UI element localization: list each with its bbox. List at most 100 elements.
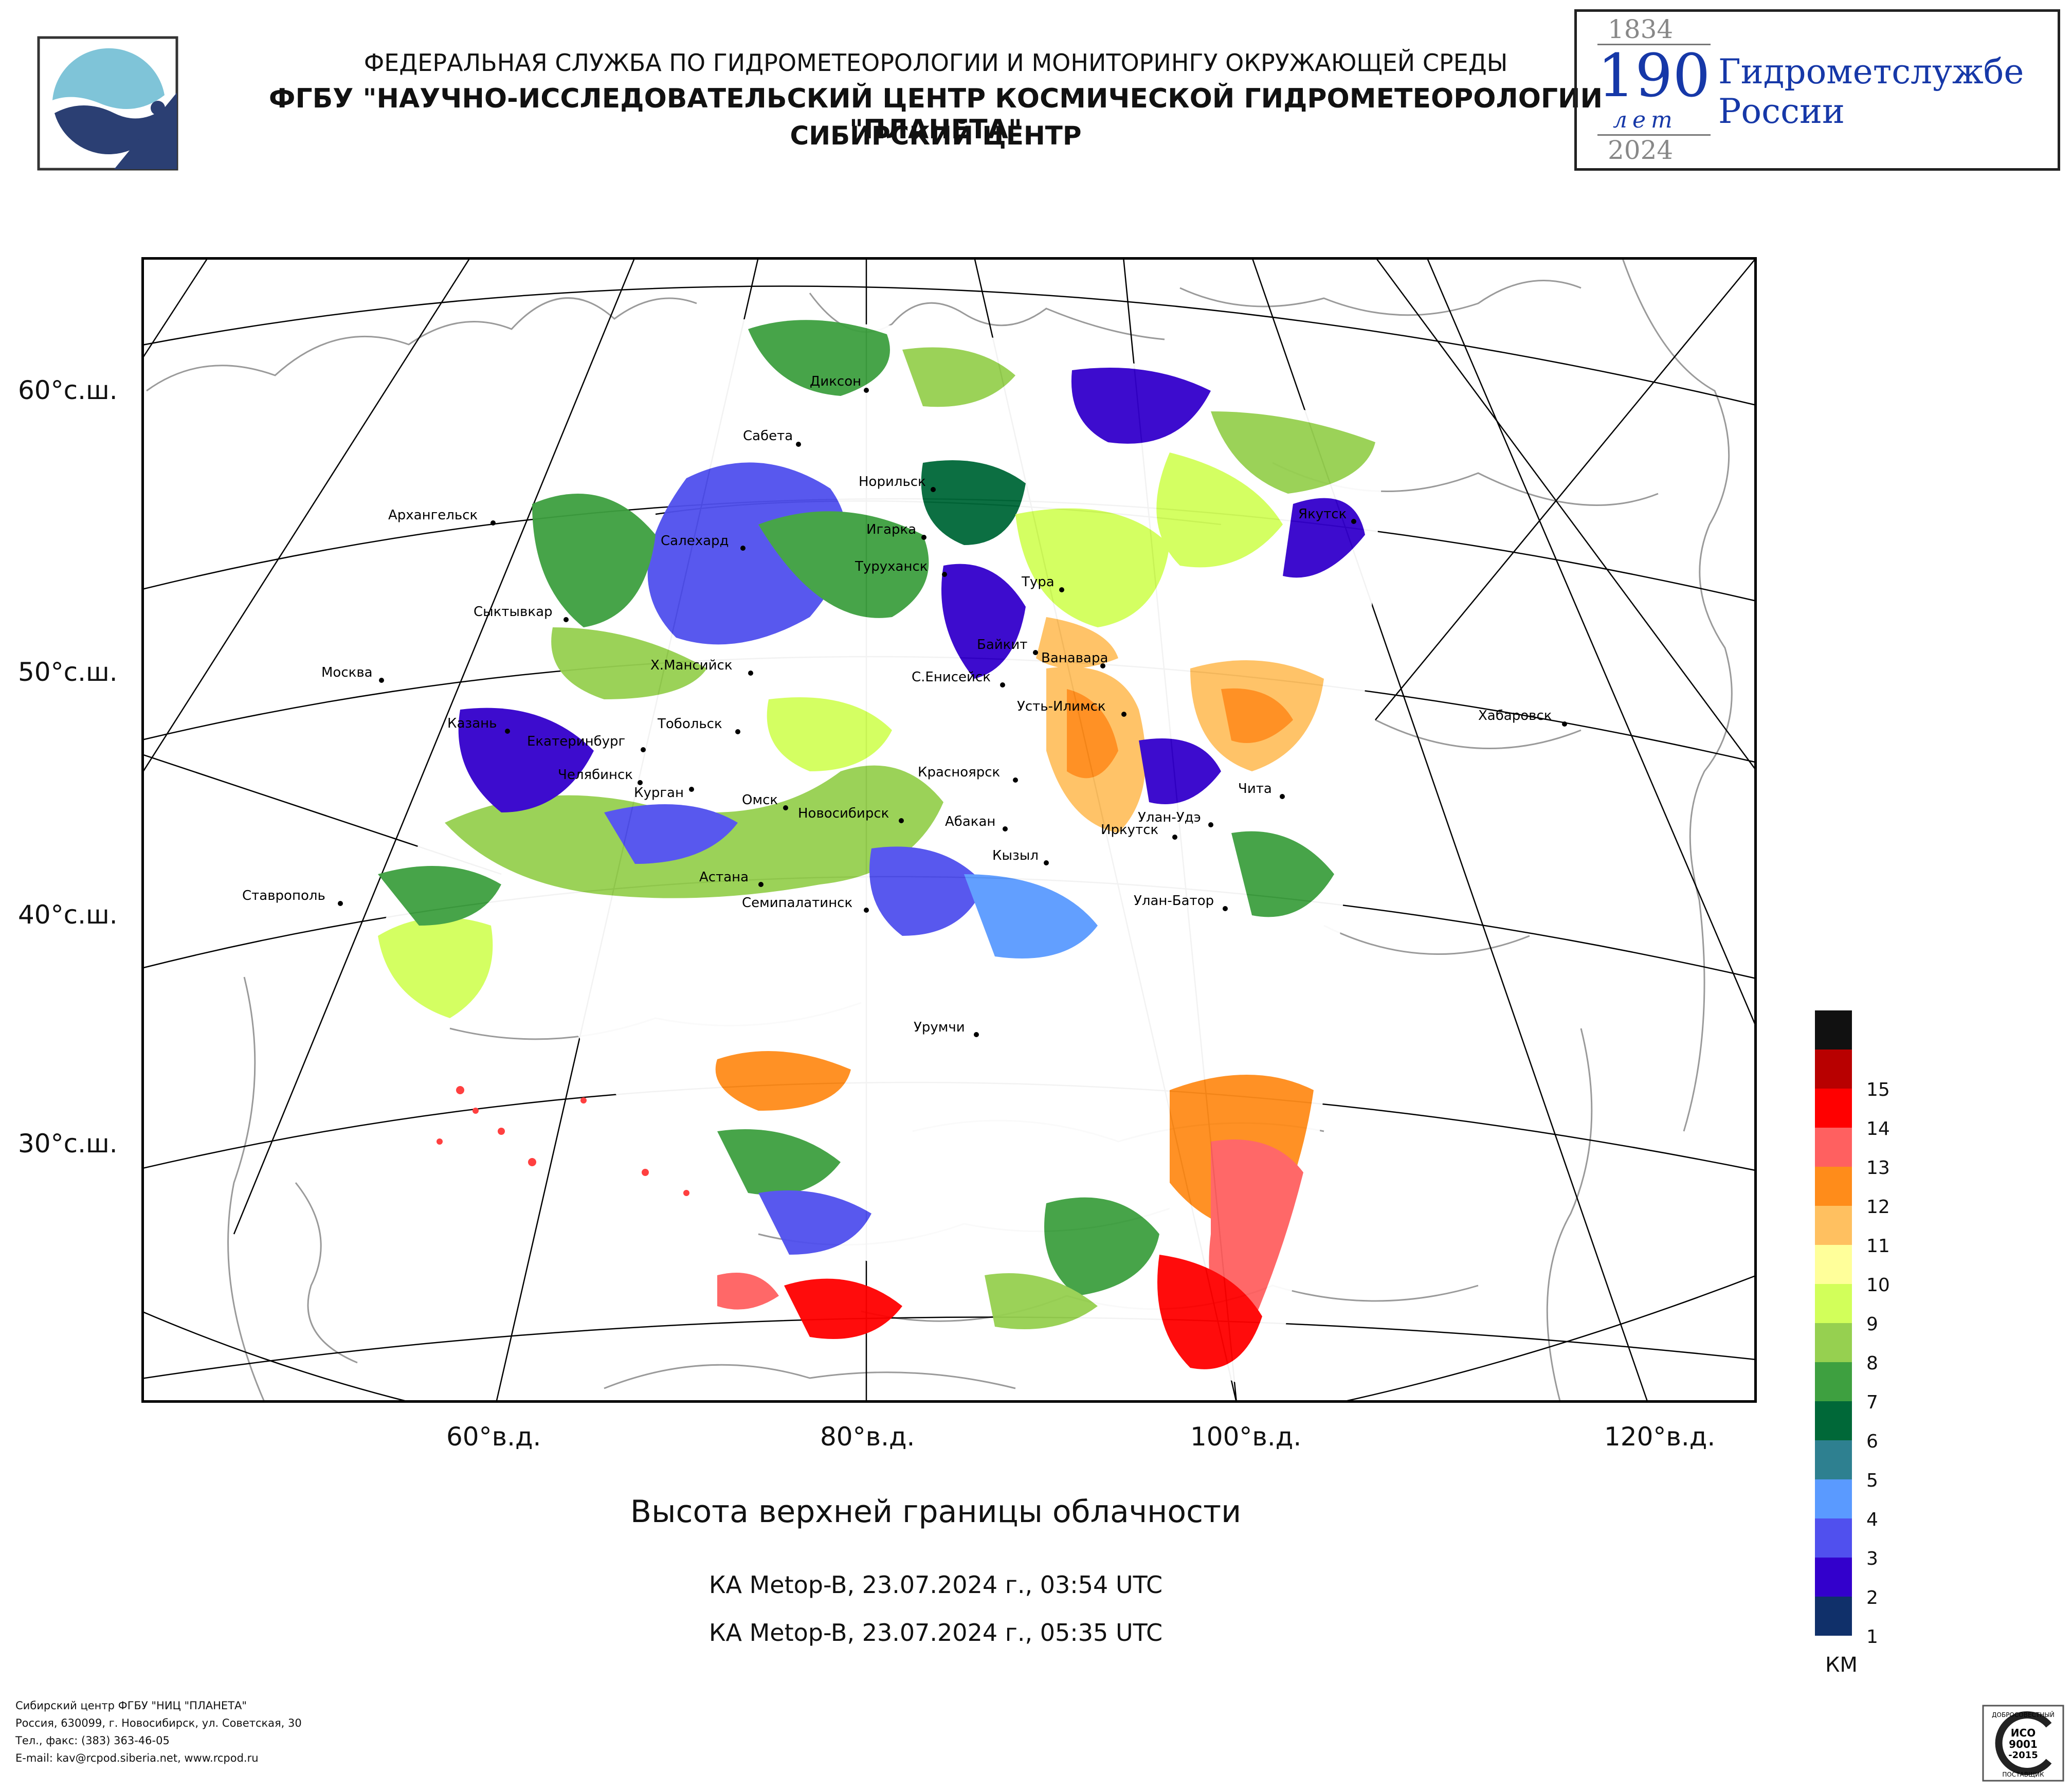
anniversary-year-start: 1834 xyxy=(1608,14,1674,44)
planeta-logo xyxy=(37,36,178,171)
city-label: Омск xyxy=(742,792,778,808)
cert-l1: ИСО xyxy=(2011,1727,2035,1739)
legend-label: 4 xyxy=(1866,1509,1878,1530)
cert-bottom: ПОСТАВЩИК xyxy=(2002,1771,2044,1778)
city-label: Сабета xyxy=(743,428,793,444)
lon-label-60: 60°в.д. xyxy=(446,1422,541,1452)
city-label: Казань xyxy=(447,716,497,731)
legend-label: 8 xyxy=(1866,1353,1878,1374)
lon-label-100: 100°в.д. xyxy=(1190,1422,1302,1452)
cloud-swath xyxy=(378,319,1386,1399)
header-agency: ФЕДЕРАЛЬНАЯ СЛУЖБА ПО ГИДРОМЕТЕОРОЛОГИИ … xyxy=(363,49,1508,77)
city-tura: Тура xyxy=(1021,574,1064,592)
legend-swatch xyxy=(1815,1440,1852,1479)
city-label: Игарка xyxy=(866,522,916,537)
city-label: Ванавара xyxy=(1041,650,1108,666)
city-khmansiysk: Х.Мансийск xyxy=(650,658,753,676)
city-yakutsk: Якутск xyxy=(1298,506,1356,524)
legend-label: 5 xyxy=(1866,1470,1878,1491)
city-label: Курган xyxy=(634,785,684,801)
city-ulan-ude: Улан-Удэ xyxy=(1138,810,1213,827)
city-khabarovsk: Хабаровск xyxy=(1478,708,1567,727)
city-irkutsk: Иркутск xyxy=(1101,822,1177,840)
city-kyzyl: Кызыл xyxy=(992,848,1049,865)
city-s-eniseysk: С.Енисейск xyxy=(912,670,1005,688)
legend-label: 11 xyxy=(1866,1236,1890,1257)
city-kurgan: Курган xyxy=(634,785,694,801)
city-label: Сыктывкар xyxy=(474,604,553,620)
city-label: Норильск xyxy=(859,474,926,490)
city-label: Кызыл xyxy=(992,848,1039,863)
iso-certificate-logo: ДОБРОСОВЕСТНЫЙ ИСО 9001 -2015 ПОСТАВЩИК xyxy=(1982,1705,2064,1782)
legend-swatch xyxy=(1815,1401,1852,1440)
legend-label: 10 xyxy=(1866,1275,1890,1296)
footer-email: E-mail: kav@rcpod.siberia.net, www.rcpod… xyxy=(15,1752,259,1764)
city-label: Улан-Батор xyxy=(1134,893,1214,909)
city-baikit: Байкит xyxy=(977,637,1038,655)
city-label: Семипалатинск xyxy=(742,895,852,911)
legend-swatch xyxy=(1815,1362,1852,1401)
city-label: Архангельск xyxy=(388,508,478,523)
city-salekhard: Салехард xyxy=(661,533,746,551)
city-stavropol: Ставрополь xyxy=(242,888,343,906)
city-label: Екатеринбург xyxy=(527,734,625,749)
anniversary-logo: 1834 190 лет 2024 Гидрометслужбе России xyxy=(1574,9,2060,171)
city-astana: Астана xyxy=(699,870,764,887)
city-label: Туруханск xyxy=(855,559,928,574)
city-label: Урумчи xyxy=(914,1020,965,1035)
city-vanavara: Ванавара xyxy=(1041,650,1108,668)
west-scatter xyxy=(437,1086,689,1196)
city-label: Байкит xyxy=(977,637,1027,653)
city-dikson: Диксон xyxy=(810,374,869,393)
anniversary-unit: лет xyxy=(1613,107,1678,133)
city-label: Красноярск xyxy=(918,765,1000,780)
city-arkhangelsk: Архангельск xyxy=(388,508,496,526)
map-frame xyxy=(141,257,1757,1403)
legend-swatch xyxy=(1815,1206,1852,1245)
footer-contacts: Сибирский центр ФГБУ "НИЦ "ПЛАНЕТА" Росс… xyxy=(15,1697,302,1767)
legend-swatch xyxy=(1815,1089,1852,1128)
city-ulan-bator: Улан-Батор xyxy=(1134,893,1228,911)
legend-label: 14 xyxy=(1866,1118,1890,1139)
cert-top: ДОБРОСОВЕСТНЫЙ xyxy=(1992,1711,2055,1718)
lon-label-80: 80°в.д. xyxy=(820,1422,915,1452)
header-institute: ФГБУ "НАУЧНО-ИССЛЕДОВАТЕЛЬСКИЙ ЦЕНТР КОС… xyxy=(268,83,1603,145)
legend-swatch xyxy=(1815,1284,1852,1323)
city-ust-ilimsk: Усть-Илимск xyxy=(1017,699,1126,717)
legend-swatch xyxy=(1815,1323,1852,1362)
lat-label-30: 30°с.ш. xyxy=(18,1129,118,1159)
lat-label-40: 40°с.ш. xyxy=(18,900,118,930)
city-label: Астана xyxy=(699,870,749,885)
city-label: Абакан xyxy=(945,814,995,829)
city-label: Москва xyxy=(321,665,373,680)
city-krasnoyarsk: Красноярск xyxy=(918,765,1018,783)
legend-swatch xyxy=(1815,1010,1852,1050)
chart-title: Высота верхней границы облачности xyxy=(630,1494,1242,1530)
legend-label: 2 xyxy=(1866,1587,1878,1608)
legend-label: 3 xyxy=(1866,1548,1878,1569)
anniversary-number: 190 xyxy=(1597,42,1711,111)
legend-swatch xyxy=(1815,1479,1852,1518)
city-label: Тура xyxy=(1021,574,1055,590)
city-label: Тобольск xyxy=(657,716,722,732)
city-moscow: Москва xyxy=(321,665,384,683)
legend-swatch xyxy=(1815,1558,1852,1597)
legend-label: 15 xyxy=(1866,1079,1890,1100)
anniversary-name-1: Гидрометслужбе xyxy=(1718,52,2024,92)
legend-swatch xyxy=(1815,1167,1852,1206)
city-omsk: Омск xyxy=(742,792,788,810)
city-syktyvkar: Сыктывкар xyxy=(474,604,569,622)
city-kazan: Казань xyxy=(447,716,510,734)
legend-label: 12 xyxy=(1866,1197,1890,1218)
legend-swatch xyxy=(1815,1245,1852,1284)
header-center: СИБИРСКИЙ ЦЕНТР xyxy=(790,121,1082,151)
city-semipalatinsk: Семипалатинск xyxy=(742,895,869,913)
cloud-top-map: Диксон Сабета Норильск Якутск Архангельс… xyxy=(141,257,1757,1403)
legend-label: 1 xyxy=(1866,1626,1878,1648)
city-label: Новосибирск xyxy=(798,806,889,821)
footer-address: Россия, 630099, г. Новосибирск, ул. Сове… xyxy=(15,1717,302,1729)
city-sabeta: Сабета xyxy=(743,428,801,447)
legend-swatch xyxy=(1815,1597,1852,1636)
anniversary-year-end: 2024 xyxy=(1608,135,1674,165)
city-chita: Чита xyxy=(1238,781,1285,799)
